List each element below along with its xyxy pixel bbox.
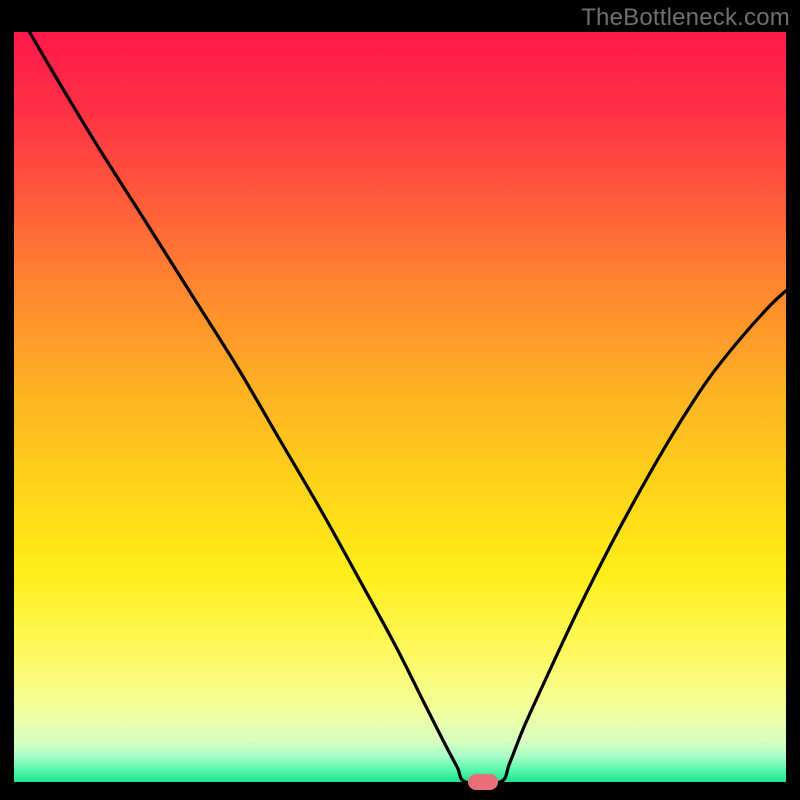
watermark-text: TheBottleneck.com [581,4,790,32]
chart-frame: TheBottleneck.com [0,0,800,800]
bottleneck-curve [0,0,800,800]
optimal-marker [468,774,498,790]
